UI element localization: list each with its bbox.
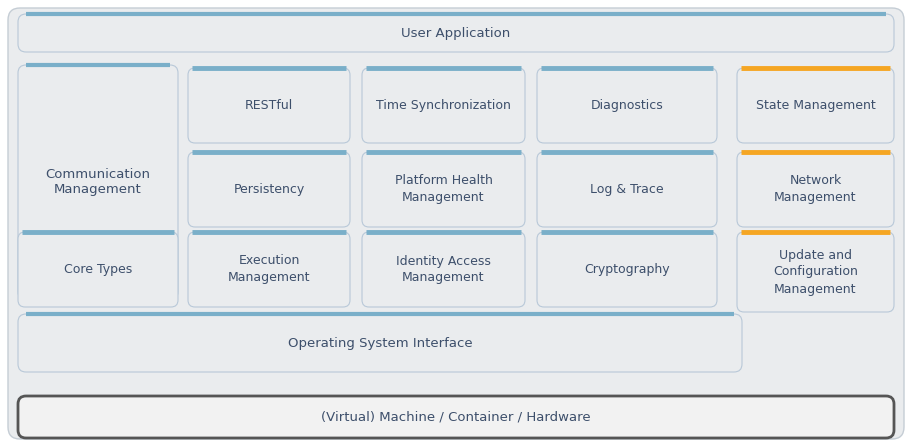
FancyBboxPatch shape (18, 14, 893, 52)
FancyBboxPatch shape (537, 232, 716, 307)
FancyBboxPatch shape (8, 8, 903, 439)
FancyBboxPatch shape (362, 152, 525, 227)
Text: Identity Access
Management: Identity Access Management (395, 254, 490, 284)
FancyBboxPatch shape (736, 232, 893, 312)
FancyBboxPatch shape (736, 68, 893, 143)
Text: User Application: User Application (401, 26, 510, 39)
FancyBboxPatch shape (18, 396, 893, 438)
Text: Core Types: Core Types (64, 263, 132, 276)
FancyBboxPatch shape (537, 68, 716, 143)
Text: Communication
Management: Communication Management (46, 169, 150, 197)
FancyBboxPatch shape (18, 314, 742, 372)
FancyBboxPatch shape (188, 232, 350, 307)
FancyBboxPatch shape (362, 68, 525, 143)
Text: Time Synchronization: Time Synchronization (375, 99, 510, 112)
Text: RESTful: RESTful (245, 99, 292, 112)
Text: (Virtual) Machine / Container / Hardware: (Virtual) Machine / Container / Hardware (321, 410, 590, 423)
Text: Log & Trace: Log & Trace (589, 183, 663, 196)
Text: State Management: State Management (755, 99, 875, 112)
Text: Platform Health
Management: Platform Health Management (394, 174, 492, 204)
FancyBboxPatch shape (188, 68, 350, 143)
FancyBboxPatch shape (18, 65, 178, 300)
Text: Persistency: Persistency (233, 183, 304, 196)
FancyBboxPatch shape (537, 152, 716, 227)
FancyBboxPatch shape (18, 232, 178, 307)
Text: Network
Management: Network Management (773, 174, 855, 204)
Text: Cryptography: Cryptography (584, 263, 669, 276)
Text: Operating System Interface: Operating System Interface (287, 337, 472, 350)
FancyBboxPatch shape (362, 232, 525, 307)
Text: Execution
Management: Execution Management (228, 254, 310, 284)
Text: Diagnostics: Diagnostics (590, 99, 662, 112)
Text: Update and
Configuration
Management: Update and Configuration Management (773, 249, 857, 295)
FancyBboxPatch shape (188, 152, 350, 227)
FancyBboxPatch shape (736, 152, 893, 227)
